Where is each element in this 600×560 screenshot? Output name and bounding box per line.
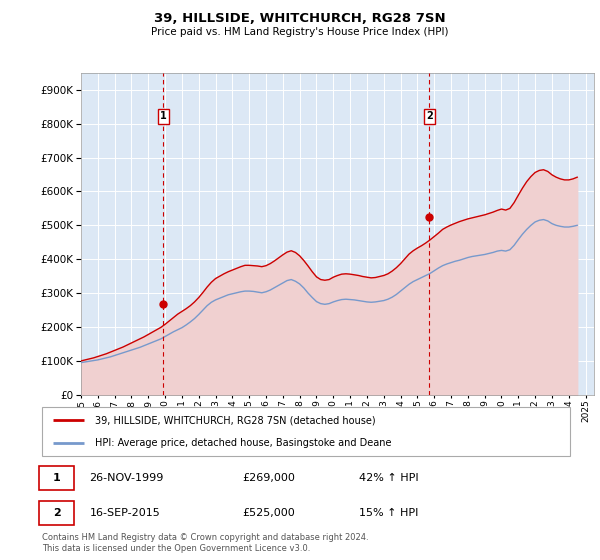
Text: £525,000: £525,000 <box>242 508 295 517</box>
Text: 2: 2 <box>53 508 61 517</box>
Text: 39, HILLSIDE, WHITCHURCH, RG28 7SN: 39, HILLSIDE, WHITCHURCH, RG28 7SN <box>154 12 446 25</box>
FancyBboxPatch shape <box>40 501 74 525</box>
Text: 15% ↑ HPI: 15% ↑ HPI <box>359 508 418 517</box>
Text: Contains HM Land Registry data © Crown copyright and database right 2024.
This d: Contains HM Land Registry data © Crown c… <box>42 533 368 553</box>
FancyBboxPatch shape <box>42 407 570 456</box>
Text: 2: 2 <box>426 111 433 122</box>
Text: 42% ↑ HPI: 42% ↑ HPI <box>359 473 418 483</box>
Text: £269,000: £269,000 <box>242 473 296 483</box>
Text: 1: 1 <box>53 473 61 483</box>
Text: 39, HILLSIDE, WHITCHURCH, RG28 7SN (detached house): 39, HILLSIDE, WHITCHURCH, RG28 7SN (deta… <box>95 416 376 426</box>
Text: Price paid vs. HM Land Registry's House Price Index (HPI): Price paid vs. HM Land Registry's House … <box>151 27 449 38</box>
FancyBboxPatch shape <box>40 466 74 489</box>
Text: 26-NOV-1999: 26-NOV-1999 <box>89 473 164 483</box>
Text: HPI: Average price, detached house, Basingstoke and Deane: HPI: Average price, detached house, Basi… <box>95 438 391 448</box>
Text: 16-SEP-2015: 16-SEP-2015 <box>89 508 160 517</box>
Text: 1: 1 <box>160 111 167 122</box>
